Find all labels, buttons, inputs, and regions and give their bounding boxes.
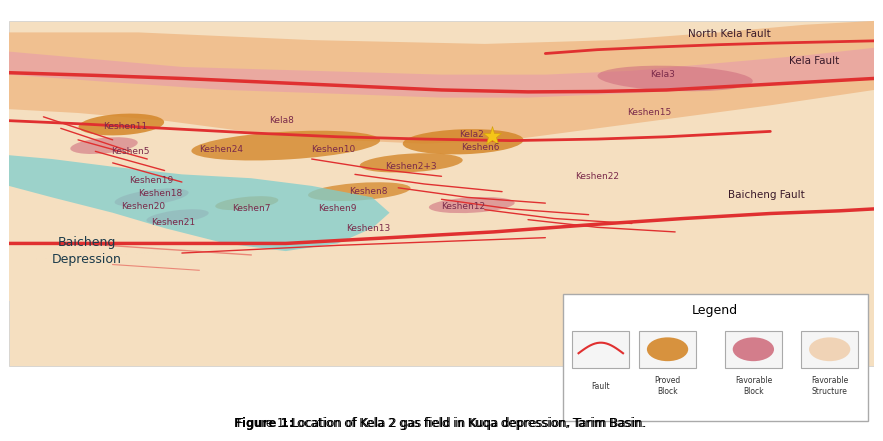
FancyBboxPatch shape: [639, 331, 696, 368]
Text: Figure 1: Location of Kela 2 gas field in Kuqa depression, Tarim Basin.: Figure 1: Location of Kela 2 gas field i…: [237, 417, 646, 430]
Text: Keshen10: Keshen10: [311, 145, 356, 154]
Text: Keshen11: Keshen11: [103, 122, 147, 131]
Ellipse shape: [647, 337, 688, 361]
Text: Keshen22: Keshen22: [575, 172, 619, 181]
Text: Keshen18: Keshen18: [138, 189, 183, 198]
Polygon shape: [9, 155, 389, 251]
Text: Kela2: Kela2: [459, 130, 484, 138]
Polygon shape: [9, 48, 874, 97]
Ellipse shape: [359, 153, 463, 172]
Ellipse shape: [403, 129, 524, 154]
Text: Kela8: Kela8: [269, 116, 294, 125]
Text: Location of Kela 2 gas field in Kuqa depression, Tarim Basin.: Location of Kela 2 gas field in Kuqa dep…: [287, 417, 645, 430]
Ellipse shape: [115, 188, 189, 206]
FancyBboxPatch shape: [9, 21, 874, 366]
Text: Favorable
Block: Favorable Block: [735, 376, 772, 396]
Ellipse shape: [215, 196, 278, 210]
Ellipse shape: [429, 197, 515, 213]
Text: Proved
Block: Proved Block: [654, 376, 681, 396]
Text: Keshen19: Keshen19: [130, 176, 174, 185]
Ellipse shape: [598, 66, 753, 91]
Text: Favorable
Structure: Favorable Structure: [811, 376, 849, 396]
Text: Kela Fault: Kela Fault: [789, 56, 840, 66]
Ellipse shape: [79, 114, 164, 135]
Text: Keshen5: Keshen5: [110, 147, 149, 156]
Ellipse shape: [809, 337, 850, 361]
Text: North Kela Fault: North Kela Fault: [688, 30, 770, 39]
Text: Keshen12: Keshen12: [442, 202, 485, 212]
Text: Keshen2+3: Keshen2+3: [385, 162, 437, 171]
Text: Fault: Fault: [592, 382, 610, 391]
Text: Keshen7: Keshen7: [232, 204, 270, 213]
Text: Kela3: Kela3: [650, 70, 675, 79]
Text: Keshen9: Keshen9: [319, 204, 357, 213]
Polygon shape: [9, 21, 874, 266]
Text: Keshen13: Keshen13: [346, 224, 390, 232]
Ellipse shape: [733, 337, 774, 361]
Text: Keshen8: Keshen8: [349, 187, 388, 196]
Ellipse shape: [71, 137, 138, 154]
FancyBboxPatch shape: [572, 331, 630, 368]
Text: Baicheng
Depression: Baicheng Depression: [52, 236, 122, 266]
Polygon shape: [9, 90, 874, 301]
Text: Legend: Legend: [692, 304, 738, 318]
Text: Keshen15: Keshen15: [627, 108, 671, 117]
Text: Keshen24: Keshen24: [199, 145, 243, 154]
FancyBboxPatch shape: [725, 331, 782, 368]
Text: Figure 1:: Figure 1:: [234, 417, 294, 430]
Text: Keshen21: Keshen21: [151, 218, 195, 227]
Text: Keshen20: Keshen20: [121, 202, 165, 212]
Text: Baicheng Fault: Baicheng Fault: [728, 191, 805, 201]
FancyBboxPatch shape: [562, 294, 868, 421]
Text: Keshen6: Keshen6: [461, 143, 500, 152]
Ellipse shape: [192, 131, 380, 161]
FancyBboxPatch shape: [801, 331, 858, 368]
Ellipse shape: [308, 182, 411, 201]
Ellipse shape: [147, 209, 208, 224]
